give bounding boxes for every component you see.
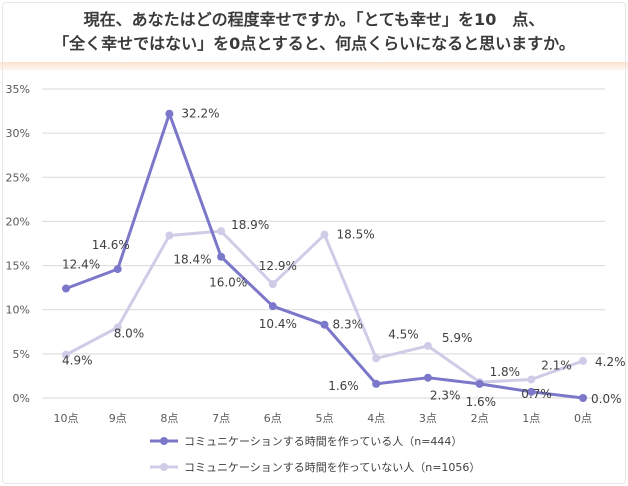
y-tick-label: 0% (13, 392, 30, 405)
data-point (165, 231, 174, 240)
data-label: 4.5% (388, 327, 419, 341)
series-line (65, 229, 584, 384)
data-point (268, 280, 277, 289)
data-point (113, 265, 122, 274)
y-tick-label: 10% (6, 304, 30, 317)
data-point (113, 323, 122, 332)
x-tick-label: 9点 (109, 412, 127, 425)
data-label: 4.9% (62, 354, 93, 368)
legend-marker (160, 437, 168, 445)
legend-label: コミュニケーションする時間を作っていない人（n=1056） (184, 461, 480, 474)
legend-label: コミュニケーションする時間を作っている人（n=444） (184, 435, 462, 448)
x-tick-label: 8点 (160, 412, 178, 425)
data-label: 1.8% (490, 365, 520, 379)
y-tick-label: 5% (13, 348, 30, 361)
series-line (65, 112, 584, 400)
data-point (62, 284, 70, 293)
data-point (372, 379, 381, 388)
y-tick-label: 35% (6, 83, 30, 96)
title-line-2: 「全く幸せではない」を0点とすると、何点くらいになると思いますか。 (53, 34, 575, 53)
data-label: 0.7% (521, 387, 552, 401)
x-tick-label: 3点 (419, 412, 437, 425)
y-tick-label: 25% (6, 171, 30, 184)
data-point (320, 230, 329, 239)
data-label: 18.5% (337, 228, 375, 242)
x-tick-label: 4点 (367, 412, 385, 425)
data-label: 5.9% (442, 331, 473, 345)
x-tick-label: 0点 (574, 412, 592, 425)
data-point (165, 109, 174, 118)
data-point (268, 302, 277, 311)
data-label: 8.0% (114, 326, 145, 340)
data-point (475, 379, 484, 388)
data-label: 16.0% (209, 276, 247, 290)
data-label: 10.4% (259, 317, 297, 331)
data-point (423, 341, 432, 350)
y-tick-label: 15% (6, 260, 30, 273)
y-tick-label: 20% (6, 215, 30, 228)
data-label: 8.3% (333, 318, 364, 332)
data-point (527, 387, 536, 396)
data-point (320, 320, 329, 329)
data-point (423, 373, 432, 382)
data-label: 2.1% (541, 358, 572, 372)
data-label: 2.3% (430, 389, 461, 403)
data-label: 18.9% (231, 218, 269, 232)
y-tick-label: 30% (6, 127, 30, 140)
data-point (579, 394, 587, 402)
x-tick-label: 5点 (316, 412, 334, 425)
data-label: 0.0% (591, 392, 622, 406)
data-label: 12.4% (62, 258, 100, 272)
data-label: 32.2% (181, 107, 219, 121)
data-label: 4.2% (595, 355, 626, 369)
x-tick-label: 7点 (212, 412, 230, 425)
x-tick-label: 2点 (471, 412, 489, 425)
data-point (217, 252, 226, 261)
data-label: 1.6% (466, 395, 497, 409)
data-point (579, 356, 587, 365)
data-label: 1.6% (328, 379, 359, 393)
x-tick-label: 10点 (54, 412, 79, 425)
title-line-1: 現在、あなたはどの程度幸せですか。「とても幸せ」を10 点、 (83, 10, 545, 29)
x-tick-label: 1点 (522, 412, 540, 425)
chart-title: 現在、あなたはどの程度幸せですか。「とても幸せ」を10 点、 「全く幸せではない… (0, 8, 628, 56)
data-point (527, 375, 536, 384)
data-point (217, 227, 226, 236)
data-point (372, 354, 381, 363)
data-label: 14.6% (92, 238, 130, 252)
legend-marker (160, 463, 168, 471)
data-label: 18.4% (173, 253, 211, 267)
x-tick-label: 6点 (264, 412, 282, 425)
data-point (62, 350, 70, 359)
data-label: 12.9% (259, 259, 297, 273)
title-underline-band (0, 62, 628, 70)
